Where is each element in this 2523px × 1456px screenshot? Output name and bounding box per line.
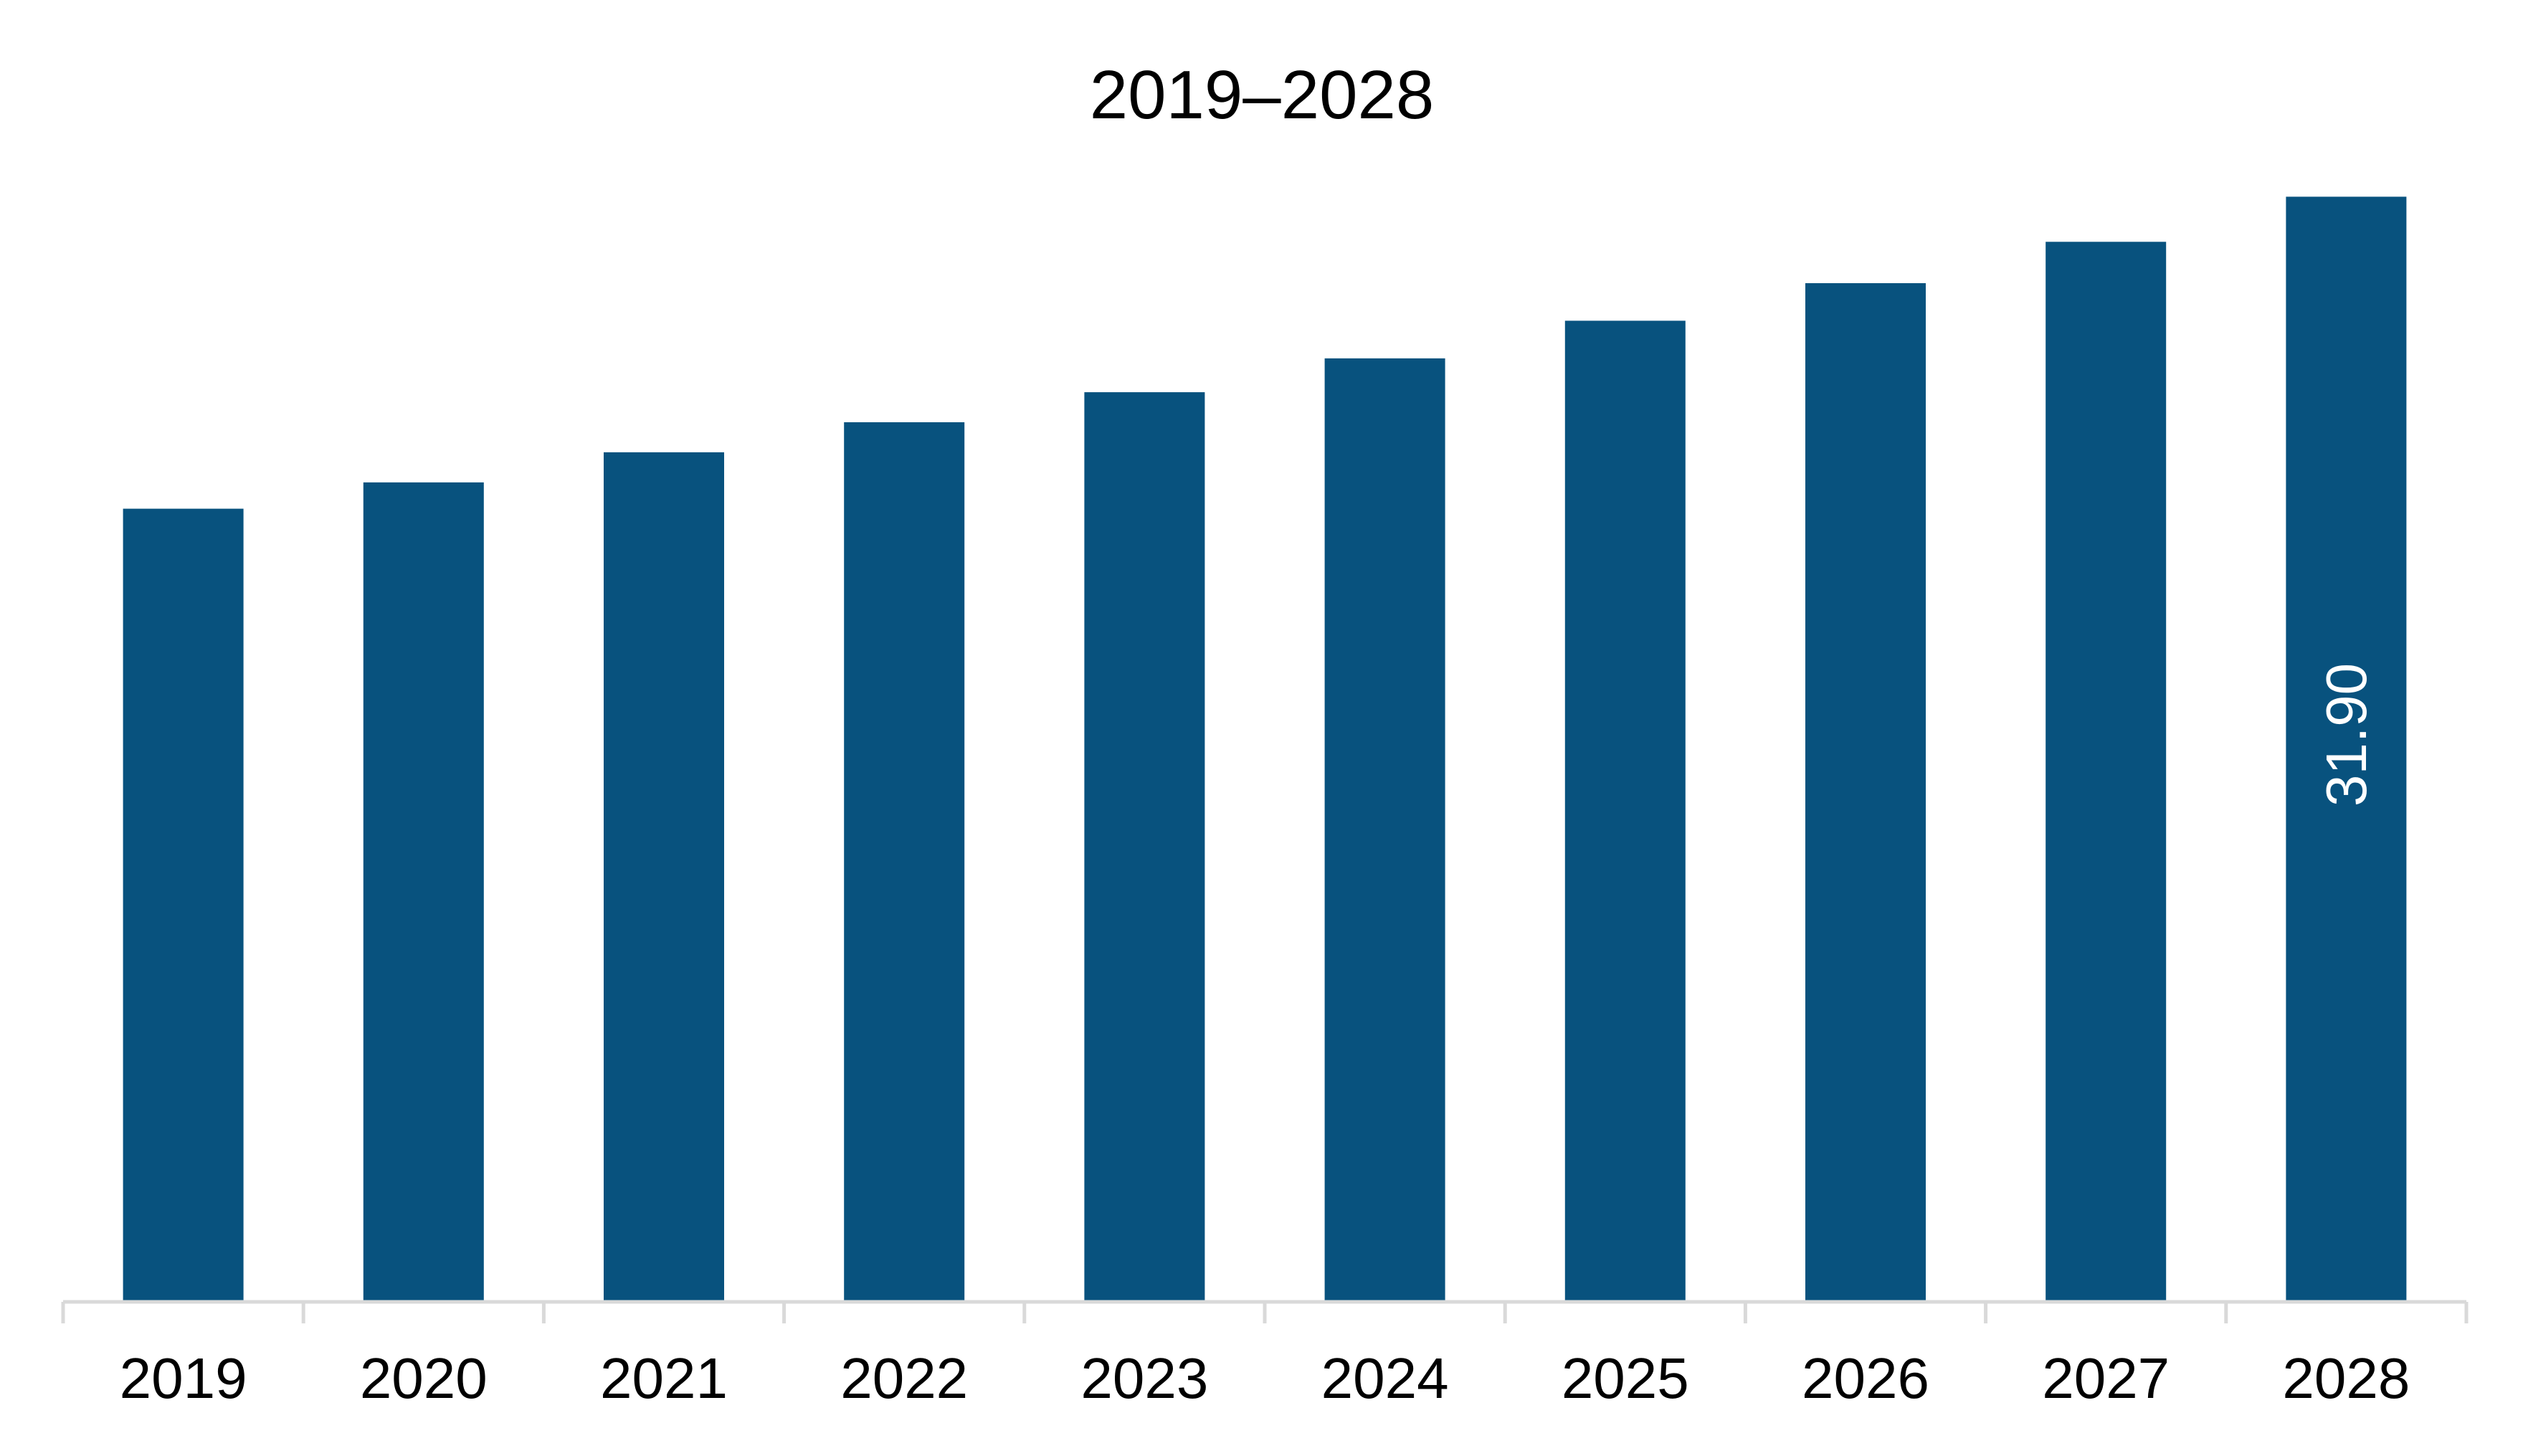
bar-2026 [1805,283,1926,1302]
x-axis-tick-labels: 2019 2020 2021 2022 2023 2024 2025 2026 2027 2028 [120,1346,2410,1410]
x-tick-label-2019: 2019 [120,1346,247,1410]
x-tick-label-2027: 2027 [2042,1346,2170,1410]
x-tick-label-2025: 2025 [1562,1346,1689,1410]
x-tick-label-2020: 2020 [360,1346,488,1410]
x-axis-ticks [61,1302,2469,1323]
x-tick-label-2028: 2028 [2282,1346,2410,1410]
bar-2028 [2286,196,2407,1302]
x-tick-label-2021: 2021 [600,1346,728,1410]
bar-2021 [604,452,724,1302]
chart-title: 2019–2028 [1090,57,1435,133]
data-labels: 31.90 [2314,663,2378,806]
data-label-2028: 31.90 [2314,663,2378,806]
x-tick-label-2024: 2024 [1321,1346,1449,1410]
x-tick-label-2023: 2023 [1080,1346,1208,1410]
bars-group [123,196,2407,1302]
bar-2024 [1324,358,1445,1302]
bar-2027 [2046,242,2167,1302]
bar-2019 [123,508,244,1302]
bar-2023 [1084,392,1205,1302]
x-tick-label-2022: 2022 [840,1346,968,1410]
bar-2022 [844,422,965,1302]
bar-2025 [1564,320,1686,1302]
x-tick-label-2026: 2026 [1802,1346,1929,1410]
bar-2020 [363,482,484,1302]
